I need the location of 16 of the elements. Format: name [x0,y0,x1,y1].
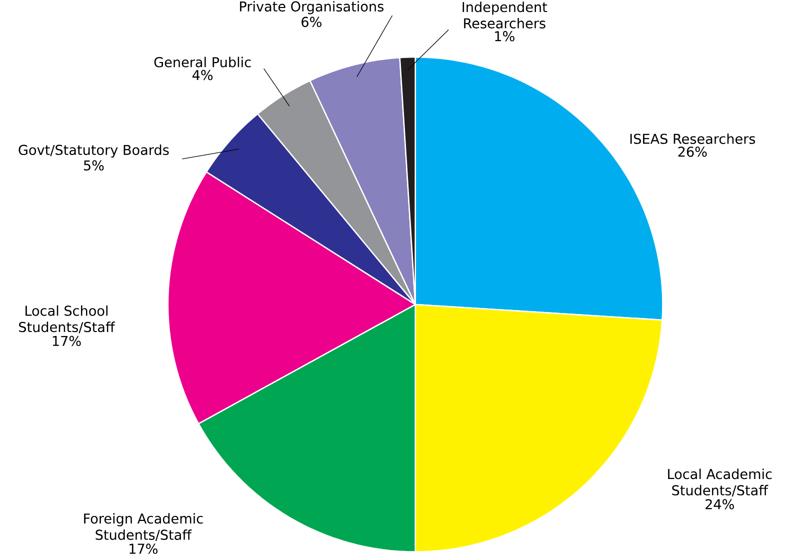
data-label: 17% [52,336,81,346]
data-label: 6% [302,16,322,28]
data-label: 1% [495,31,514,42]
data-label: 26% [678,146,707,157]
slice-label: Govt/Statutory Boards [18,144,169,158]
slice-label: Independent Researchers [462,2,548,28]
slice-label: Local Academic Students/Staff [668,468,772,497]
slice-label: Private Organisations [240,1,384,14]
data-label: 4% [192,70,213,80]
slice-label: ISEAS Researchers [630,133,756,144]
slice-label: General Public [154,56,251,68]
data-label: 17% [130,544,158,554]
slice-label: Local School Students/Staff [19,305,116,334]
slice-label: Foreign Academic Students/Staff [84,513,203,542]
data-label: 5% [84,160,104,171]
data-label: 24% [706,499,734,510]
